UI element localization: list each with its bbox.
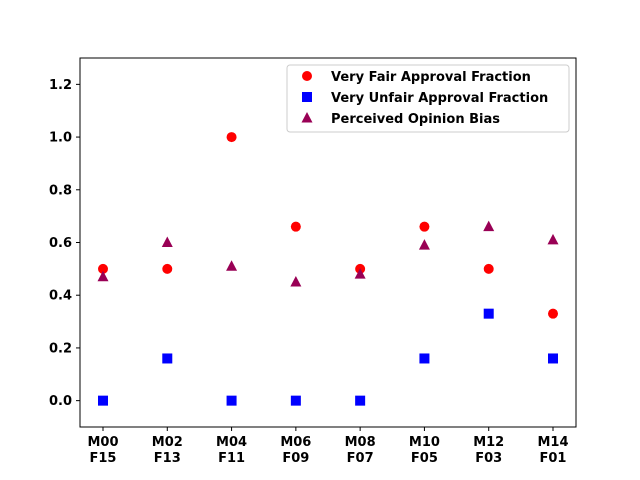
point-series-1-4 [355,395,366,406]
point-series-1-1 [162,353,173,364]
point-series-0-7 [548,308,558,319]
y-tick-label: 1.2 [49,78,72,93]
x-tick-label: M10 [409,435,440,450]
x-tick-label: M00 [87,435,118,450]
legend-label-2: Perceived Opinion Bias [331,112,500,127]
legend: Very Fair Approval Fraction Very Unfair A… [286,64,570,133]
x-axis: M00F15M02F13M04F11M06F09M08F07M10F05M12F… [87,427,569,466]
point-series-2-6 [483,220,495,232]
x-tick-label: F11 [218,451,245,466]
point-series-1-5 [419,353,430,364]
point-series-2-0 [97,270,109,282]
x-tick-label: F03 [475,451,502,466]
point-series-0-0 [98,263,108,274]
y-tick-label: 0.8 [49,183,72,198]
x-tick-label: M08 [345,435,376,450]
y-tick-label: 0.4 [49,289,72,304]
x-tick-label: F05 [411,451,438,466]
x-tick-label: F07 [347,451,374,466]
point-series-2-3 [290,276,302,287]
y-tick-label: 0.0 [49,394,72,409]
legend-marker-2 [301,112,313,123]
data-points [97,132,559,406]
point-series-2-7 [547,233,559,245]
y-axis: 0.0 0.2 0.4 0.6 0.8 1.0 1.2 [49,78,80,409]
legend-label-0: Very Fair Approval Fraction [331,70,531,85]
point-series-1-6 [483,308,494,319]
y-tick-label: 0.2 [49,341,72,356]
point-series-0-5 [419,221,430,232]
x-tick-label: M04 [216,435,247,450]
legend-box [286,64,570,133]
x-tick-label: M06 [280,435,311,450]
point-series-0-3 [290,221,301,232]
x-tick-label: F13 [154,451,181,466]
legend-label-1: Very Unfair Approval Fraction [331,91,548,106]
point-series-0-6 [483,263,494,274]
point-series-2-2 [226,260,238,271]
x-tick-label: M02 [152,435,183,450]
y-tick-label: 1.0 [49,131,72,146]
point-series-2-1 [161,236,173,247]
x-tick-label: F01 [540,451,567,466]
x-tick-label: F09 [282,451,309,466]
point-series-1-2 [226,395,237,406]
point-series-1-7 [548,353,558,364]
point-series-1-3 [290,395,301,406]
y-tick-label: 0.6 [49,236,72,251]
x-tick-label: M12 [473,435,504,450]
legend-marker-1 [302,92,312,102]
x-tick-label: F15 [90,451,117,466]
point-series-2-4 [354,268,366,279]
point-series-2-5 [418,239,430,250]
legend-marker-0 [302,71,312,81]
point-series-0-1 [162,263,173,274]
point-series-0-2 [226,132,237,143]
x-tick-label: M14 [537,435,568,450]
point-series-1-0 [98,395,108,406]
